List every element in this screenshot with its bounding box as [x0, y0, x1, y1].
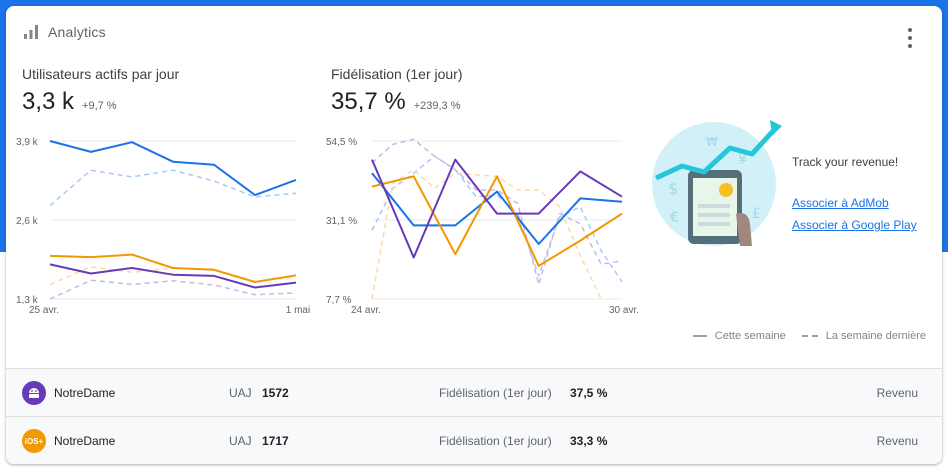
link-google-play[interactable]: Associer à Google Play — [792, 218, 917, 232]
metric-delta: +239,3 % — [414, 100, 461, 112]
metric-delta: +9,7 % — [82, 100, 117, 112]
series-line-purple-light — [50, 280, 296, 299]
promo-title: Track your revenue! — [792, 155, 898, 169]
svg-text:€: € — [670, 210, 679, 226]
uaj-value: 1572 — [262, 386, 289, 400]
card-title: Analytics — [48, 24, 106, 40]
retention-value: 33,3 % — [570, 434, 607, 448]
retention-label: Fidélisation (1er jour) — [439, 434, 552, 448]
x-tick-label: 1 mai — [286, 305, 310, 316]
legend-label: La semaine dernière — [826, 330, 926, 342]
android-icon — [22, 381, 46, 405]
link-admob[interactable]: Associer à AdMob — [792, 196, 889, 210]
app-row-ios[interactable]: iOS+ NotreDame UAJ 1717 Fidélisation (1e… — [6, 416, 942, 464]
x-tick-label: 25 avr. — [29, 305, 59, 316]
metric-value: 3,3 k — [22, 88, 74, 116]
legend-label: Cette semaine — [715, 330, 786, 342]
y-tick-label: 54,5 % — [326, 137, 357, 148]
bar-chart-icon — [22, 23, 40, 41]
retention-label: Fidélisation (1er jour) — [439, 386, 552, 400]
revenue-link[interactable]: Revenu — [877, 386, 918, 400]
uaj-value: 1717 — [262, 434, 289, 448]
svg-text:₩: ₩ — [706, 135, 718, 149]
y-tick-label: 7,7 % — [326, 295, 352, 306]
solid-line-swatch — [693, 335, 707, 337]
revenue-link[interactable]: Revenu — [877, 434, 918, 448]
active-users-chart: 3,9 k2,6 k1,3 k25 avr. 1 mai — [16, 130, 312, 320]
metric-active-users: Utilisateurs actifs par jour 3,3 k +9,7 … — [22, 66, 179, 116]
app-name: NotreDame — [54, 434, 115, 448]
revenue-illustration: $ € ¥ £ ₩ — [652, 118, 784, 248]
series-line-purple — [372, 160, 622, 258]
uaj-label: UAJ — [229, 434, 252, 448]
series-line-purple-light — [372, 139, 622, 284]
x-tick-label: 30 avr. — [609, 305, 639, 316]
more-options-icon[interactable] — [902, 28, 918, 48]
revenue-promo: $ € ¥ £ ₩ Track your revenue! Associer à… — [652, 118, 942, 248]
card-header: Analytics — [22, 22, 106, 42]
series-line-blue — [372, 173, 622, 244]
y-tick-label: 2,6 k — [16, 216, 39, 227]
svg-text:$: $ — [668, 179, 678, 198]
uaj-label: UAJ — [229, 386, 252, 400]
x-tick-label: 24 avr. — [351, 305, 381, 316]
dashed-line-swatch — [802, 335, 818, 337]
series-line-blue — [50, 141, 296, 195]
legend-current-week: Cette semaine — [693, 330, 786, 342]
y-tick-label: 3,9 k — [16, 137, 39, 148]
analytics-card: Analytics Utilisateurs actifs par jour 3… — [6, 6, 942, 464]
series-line-orange-light — [372, 170, 601, 299]
metric-retention: Fidélisation (1er jour) 35,7 % +239,3 % — [331, 66, 463, 116]
metric-value: 35,7 % — [331, 88, 406, 116]
y-tick-label: 31,1 % — [326, 216, 357, 227]
ios-icon: iOS+ — [22, 429, 46, 453]
metric-title: Utilisateurs actifs par jour — [22, 66, 179, 82]
ios-badge-text: iOS+ — [25, 437, 43, 446]
legend-previous-week: La semaine dernière — [802, 330, 926, 342]
series-line-blue-light — [50, 170, 296, 205]
retention-chart: 54,5 % 31,1 % 7,7 %24 avr. 30 avr. — [326, 130, 636, 320]
retention-value: 37,5 % — [570, 386, 607, 400]
app-name: NotreDame — [54, 386, 115, 400]
chart-legend: Cette semaine La semaine dernière — [677, 330, 926, 342]
svg-text:£: £ — [752, 206, 761, 222]
app-row-android[interactable]: NotreDame UAJ 1572 Fidélisation (1er jou… — [6, 368, 942, 416]
metric-title: Fidélisation (1er jour) — [331, 66, 463, 82]
